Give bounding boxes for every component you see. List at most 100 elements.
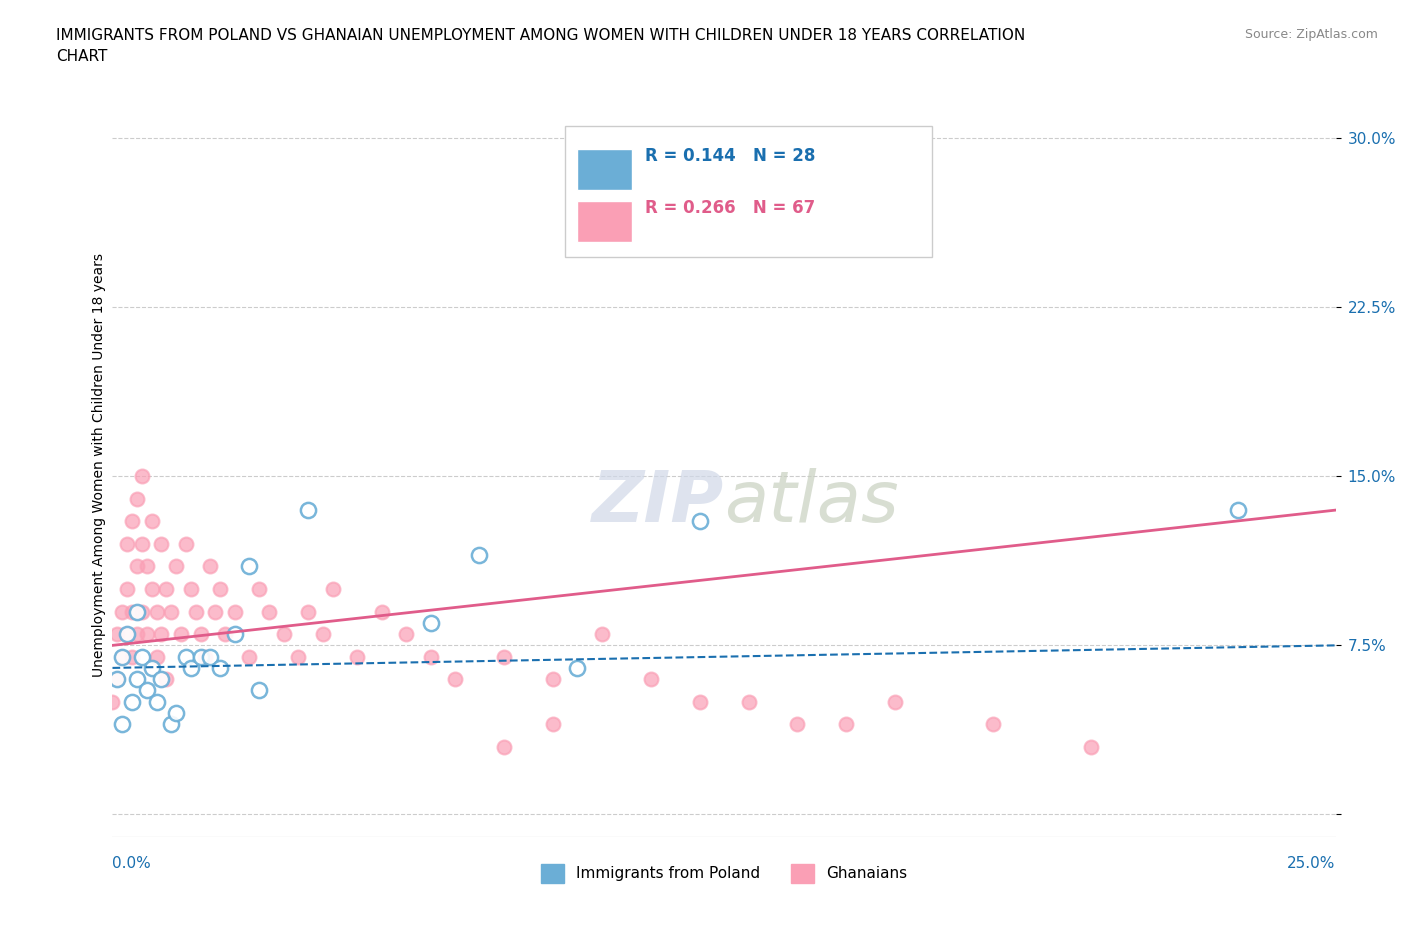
Point	[180, 581, 202, 596]
Point	[145, 604, 167, 619]
Point	[370, 604, 392, 619]
Point	[131, 469, 153, 484]
Point	[190, 649, 212, 664]
Point	[214, 627, 236, 642]
Point	[155, 671, 177, 686]
Point	[111, 649, 134, 664]
Point	[125, 604, 148, 619]
Point	[121, 649, 143, 664]
Point	[105, 627, 128, 642]
Point	[150, 537, 173, 551]
Point	[125, 491, 148, 506]
Point	[224, 604, 246, 619]
Point	[567, 660, 589, 675]
Point	[174, 649, 197, 664]
Point	[131, 537, 153, 551]
Point	[541, 671, 564, 686]
Point	[141, 581, 163, 596]
Point	[346, 649, 368, 664]
Point	[209, 581, 232, 596]
Point	[125, 559, 148, 574]
Point	[105, 671, 128, 686]
Point	[155, 581, 177, 596]
Point	[689, 695, 711, 710]
Point	[145, 649, 167, 664]
Point	[204, 604, 226, 619]
Point	[209, 660, 232, 675]
FancyBboxPatch shape	[565, 126, 932, 257]
Point	[200, 559, 222, 574]
Point	[115, 627, 138, 642]
Point	[170, 627, 193, 642]
Point	[121, 604, 143, 619]
Point	[312, 627, 335, 642]
Point	[125, 671, 148, 686]
Point	[135, 683, 157, 698]
Point	[273, 627, 295, 642]
Y-axis label: Unemployment Among Women with Children Under 18 years: Unemployment Among Women with Children U…	[91, 253, 105, 677]
Text: ZIP: ZIP	[592, 468, 724, 537]
Point	[322, 581, 344, 596]
Point	[1080, 739, 1102, 754]
Point	[115, 581, 138, 596]
Point	[200, 649, 222, 664]
Point	[165, 706, 187, 721]
Point	[125, 627, 148, 642]
Point	[160, 604, 183, 619]
Point	[1226, 502, 1249, 517]
Point	[419, 616, 441, 631]
Point	[981, 717, 1004, 732]
Point	[419, 649, 441, 664]
Text: R = 0.144   N = 28: R = 0.144 N = 28	[644, 147, 815, 166]
Point	[444, 671, 467, 686]
Point	[131, 604, 153, 619]
Point	[297, 604, 319, 619]
Point	[111, 649, 134, 664]
Point	[135, 559, 157, 574]
Point	[131, 649, 153, 664]
Point	[115, 627, 138, 642]
Text: IMMIGRANTS FROM POLAND VS GHANAIAN UNEMPLOYMENT AMONG WOMEN WITH CHILDREN UNDER : IMMIGRANTS FROM POLAND VS GHANAIAN UNEMP…	[56, 28, 1025, 64]
Point	[150, 671, 173, 686]
Point	[150, 627, 173, 642]
Point	[101, 695, 124, 710]
Point	[287, 649, 309, 664]
Text: Source: ZipAtlas.com: Source: ZipAtlas.com	[1244, 28, 1378, 41]
Point	[141, 660, 163, 675]
Point	[115, 537, 138, 551]
Point	[194, 649, 217, 664]
Point	[468, 548, 491, 563]
Point	[224, 627, 246, 642]
Point	[786, 717, 808, 732]
Point	[238, 649, 260, 664]
Point	[591, 627, 613, 642]
Point	[492, 739, 515, 754]
Point	[121, 695, 143, 710]
Point	[689, 514, 711, 529]
Point	[190, 627, 212, 642]
Point	[835, 717, 858, 732]
Text: atlas: atlas	[724, 468, 898, 537]
Point	[541, 717, 564, 732]
Point	[180, 660, 202, 675]
Point	[145, 695, 167, 710]
Point	[395, 627, 418, 642]
Point	[111, 604, 134, 619]
Legend: Immigrants from Poland, Ghanaians: Immigrants from Poland, Ghanaians	[534, 858, 914, 889]
Point	[257, 604, 280, 619]
FancyBboxPatch shape	[578, 201, 633, 242]
Text: R = 0.266   N = 67: R = 0.266 N = 67	[644, 199, 815, 218]
Point	[247, 581, 270, 596]
Point	[111, 717, 134, 732]
Text: 0.0%: 0.0%	[112, 856, 152, 870]
Point	[297, 502, 319, 517]
Point	[884, 695, 907, 710]
Point	[640, 220, 662, 235]
Point	[238, 559, 260, 574]
FancyBboxPatch shape	[578, 149, 633, 190]
Point	[184, 604, 207, 619]
Point	[160, 717, 183, 732]
Point	[121, 514, 143, 529]
Point	[105, 671, 128, 686]
Point	[247, 683, 270, 698]
